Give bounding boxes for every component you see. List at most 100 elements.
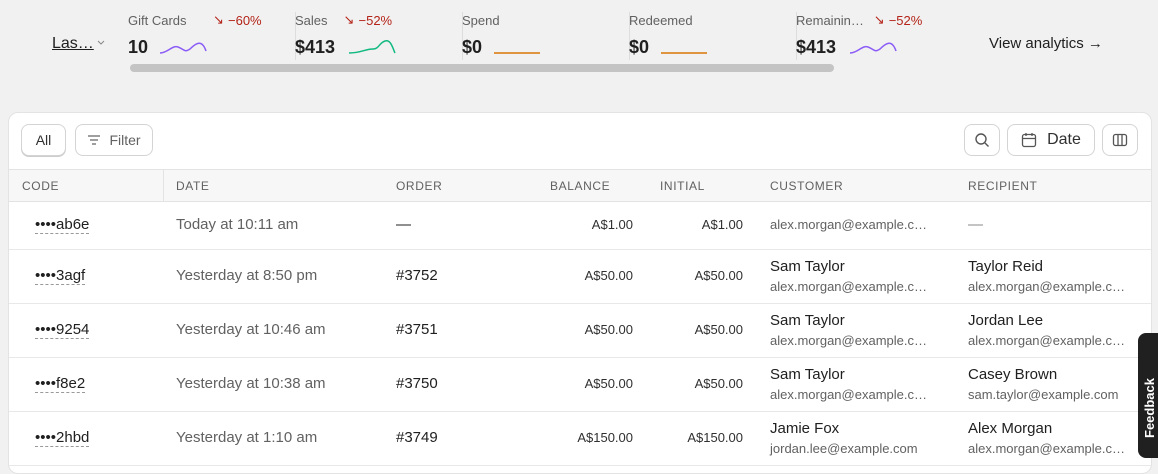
column-header: RECIPIENT (968, 179, 1038, 193)
initial: A$1.00 (701, 216, 743, 232)
metric-arrow: ↘ (873, 12, 885, 27)
table-card: All Filter Date CODE DATE ORDER BALANCE INIT… (8, 112, 1152, 474)
feedback-tab[interactable]: Feedback (1138, 333, 1158, 458)
initial: A$50.00 (694, 376, 743, 391)
recipient-name: Alex Morgan (968, 420, 1053, 437)
date: Yesterday at 1:10 am (176, 429, 318, 446)
sparkline (159, 42, 207, 54)
table-row[interactable]: ••••9254 Yesterday at 10:46 am #3751 A$50.0… (9, 303, 1151, 358)
sparkline-path (849, 42, 897, 54)
customer-name: Jamie Fox (770, 420, 840, 437)
initial: A$50.00 (694, 268, 743, 283)
calendar-icon (1021, 133, 1037, 148)
view-analytics-link[interactable]: View analytics → (989, 35, 1103, 52)
recipient-name: Jordan Lee (968, 312, 1044, 329)
metric-label: Sales (295, 13, 328, 28)
customer-name: Sam Taylor (770, 312, 845, 329)
order: — (396, 215, 411, 233)
separator (629, 12, 630, 60)
metric-label: Redeemed (629, 13, 693, 28)
table-row[interactable]: ••••2hbd Yesterday at 1:10 am #3749 A$150.0… (9, 411, 1151, 466)
scrollbar[interactable] (130, 64, 834, 72)
separator (796, 12, 797, 60)
initial: A$150.00 (687, 430, 743, 445)
recipient-name: Casey Brown (968, 366, 1058, 383)
column-header: CUSTOMER (770, 179, 844, 193)
separator (462, 12, 463, 60)
date: Today at 10:11 am (176, 215, 299, 233)
metric-value: $0 (462, 37, 483, 57)
date: Yesterday at 10:46 am (176, 321, 326, 338)
column-header: BALANCE (550, 179, 611, 193)
order[interactable]: #3750 (396, 375, 438, 392)
filter-icon (88, 135, 101, 145)
period-select[interactable]: Las… (52, 35, 94, 52)
gift-card-code[interactable]: ••••2hbd (35, 429, 90, 447)
initial: A$50.00 (694, 322, 743, 337)
sparkline-path (348, 40, 396, 54)
filter-label: Filter (109, 132, 141, 148)
columns-icon (1112, 133, 1128, 147)
chevron (97, 40, 105, 45)
gift-card-code[interactable]: ••••3agf (35, 267, 86, 285)
columns-button[interactable] (1102, 124, 1138, 156)
sparkline (348, 40, 396, 54)
sparkline-path (159, 42, 207, 54)
metric-value: 10 (128, 37, 149, 57)
separator (295, 12, 296, 60)
date-label: Date (1047, 131, 1081, 148)
table-row[interactable]: ••••f8e2 Yesterday at 10:38 am #3750 A$50.0… (9, 357, 1151, 412)
balance: A$1.00 (591, 216, 633, 232)
feedback-label: Feedback (1142, 378, 1157, 438)
metric-change: −52% (358, 13, 393, 28)
metric-label: Gift Cards (128, 13, 187, 28)
metric-label: Spend (462, 13, 500, 28)
gift-card-code[interactable]: ••••9254 (35, 321, 90, 339)
page: Las… View analytics → Gift Cards ↘ −60% 10 S… (8, 12, 1158, 474)
order[interactable]: #3752 (396, 267, 438, 284)
search-icon (975, 133, 989, 147)
customer-email: alex.morgan@example.c… (770, 387, 927, 402)
balance: A$50.00 (584, 268, 633, 283)
balance: A$50.00 (584, 376, 633, 391)
metric-arrow: ↘ (213, 12, 224, 27)
metric-value: $0 (629, 37, 650, 57)
order[interactable]: #3751 (396, 321, 438, 338)
customer-email: alex.morgan@example.c… (770, 279, 927, 294)
table-row[interactable]: ••••ab6e Today at 10:11 am — A$1.00 A$1.00 al… (9, 200, 1151, 250)
customer-email: alex.morgan@example.c… (770, 333, 927, 348)
order[interactable]: #3749 (396, 429, 438, 446)
recipient-name: — (968, 215, 983, 233)
recipient-email: alex.morgan@example.c… (968, 333, 1125, 348)
date: Yesterday at 10:38 am (176, 375, 326, 392)
balance: A$150.00 (577, 430, 633, 445)
metric-value: $413 (796, 37, 837, 57)
metric-value: $413 (295, 37, 336, 57)
sparkline (849, 42, 897, 54)
gift-card-code[interactable]: ••••ab6e (35, 215, 90, 234)
customer-email: alex.morgan@example.c… (770, 216, 927, 232)
recipient-email: alex.morgan@example.c… (968, 279, 1125, 294)
gift-card-code[interactable]: ••••f8e2 (35, 375, 86, 393)
recipient-email: alex.morgan@example.c… (968, 441, 1125, 456)
date: Yesterday at 8:50 pm (176, 267, 318, 284)
column-header: INITIAL (660, 179, 705, 193)
search-button[interactable] (964, 124, 1000, 156)
metric-change: −60% (228, 13, 262, 28)
customer-email: jordan.lee@example.com (770, 441, 918, 456)
metric-change: −52% (888, 13, 923, 28)
column-header: ORDER (396, 179, 443, 193)
table-row[interactable]: ••••3agf Yesterday at 8:50 pm #3752 A$50.00… (9, 249, 1151, 304)
customer-name: Sam Taylor (770, 366, 845, 383)
balance: A$50.00 (584, 322, 633, 337)
metric-arrow: ↘ (343, 12, 355, 27)
customer-name: Sam Taylor (770, 258, 845, 275)
filter-button[interactable]: Filter (75, 124, 153, 156)
column-divider (163, 170, 164, 201)
recipient-email: sam.taylor@example.com (968, 387, 1119, 402)
tab-all[interactable]: All (21, 124, 66, 156)
sparkline (661, 52, 707, 54)
date-button[interactable]: Date (1007, 124, 1095, 156)
table-header: CODE DATE ORDER BALANCE INITIAL CUSTOMER RECIP… (9, 169, 1151, 202)
column-header: DATE (176, 179, 210, 193)
